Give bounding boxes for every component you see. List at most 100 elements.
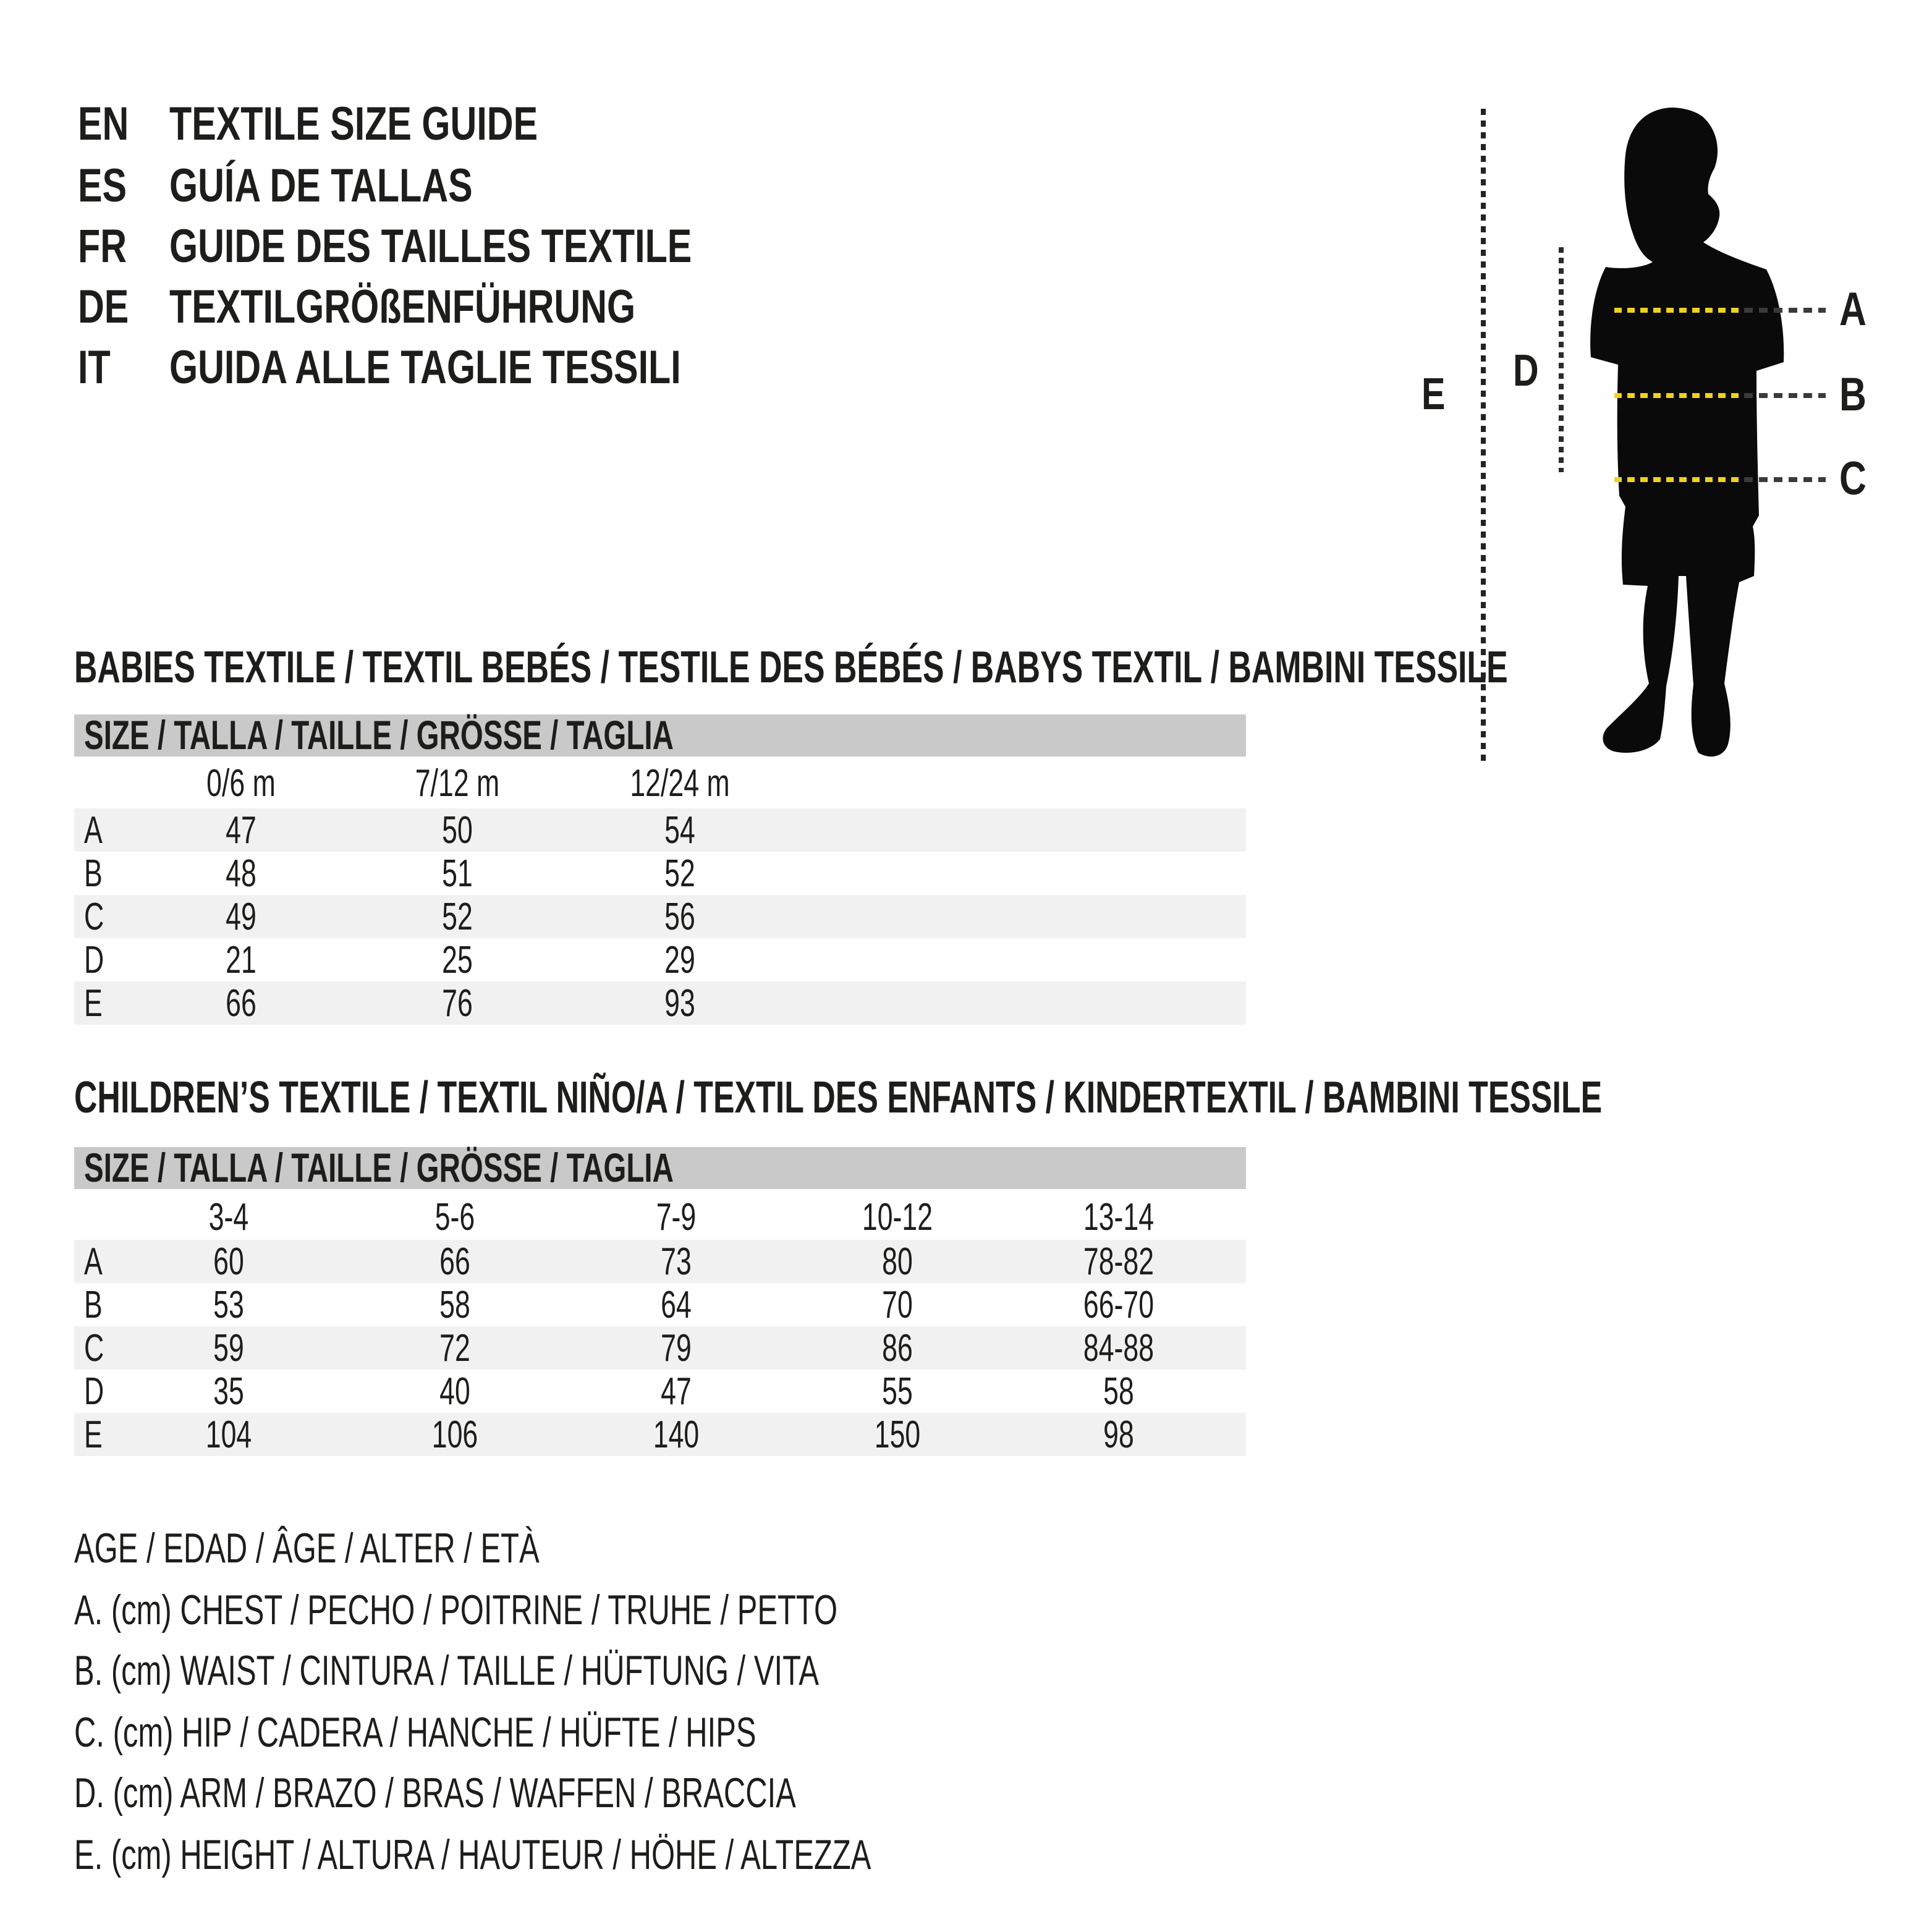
page-title-de: TEXTILGRÖßENFÜHRUNG bbox=[169, 282, 636, 334]
table-row: E 104 106 140 150 98 bbox=[74, 1413, 1246, 1456]
cell: 64 bbox=[661, 1283, 692, 1326]
hip-measure-line-C bbox=[1614, 477, 1742, 482]
cell: 150 bbox=[874, 1413, 921, 1456]
cell: 58 bbox=[439, 1283, 470, 1326]
cell: 35 bbox=[213, 1370, 244, 1413]
cell: 25 bbox=[442, 938, 473, 981]
row-label: A bbox=[84, 1240, 103, 1283]
lang-code-fr: FR bbox=[78, 221, 127, 273]
cell: 66 bbox=[439, 1240, 470, 1283]
child-silhouette bbox=[1590, 108, 1784, 757]
babies-size-header-bar: SIZE / TALLA / TAILLE / GRÖSSE / TAGLIA bbox=[74, 714, 1246, 756]
arm-measure-line-D bbox=[1559, 247, 1564, 472]
row-label: E bbox=[84, 1413, 103, 1456]
lang-code-en: EN bbox=[78, 99, 129, 151]
cell: 52 bbox=[442, 895, 473, 938]
cell: 140 bbox=[653, 1413, 700, 1456]
children-col-2: 7-9 bbox=[656, 1195, 697, 1239]
cell: 72 bbox=[439, 1326, 470, 1370]
cell: 58 bbox=[1103, 1370, 1134, 1413]
cell: 54 bbox=[664, 808, 695, 852]
cell: 76 bbox=[442, 981, 473, 1025]
table-row: A 60 66 73 80 78-82 bbox=[74, 1240, 1246, 1283]
cell: 66 bbox=[226, 981, 256, 1025]
row-label: D bbox=[84, 938, 104, 981]
cell: 47 bbox=[661, 1370, 692, 1413]
children-col-3: 10-12 bbox=[862, 1195, 933, 1239]
legend-arm: D. (cm) ARM / BRAZO / BRAS / WAFFEN / BR… bbox=[74, 1770, 796, 1817]
babies-col-0: 0/6 m bbox=[206, 761, 276, 805]
cell: 55 bbox=[882, 1370, 913, 1413]
children-col-4: 13-14 bbox=[1083, 1195, 1155, 1239]
lang-code-de: DE bbox=[78, 282, 129, 334]
table-row: B 48 51 52 bbox=[74, 852, 1246, 895]
cell: 93 bbox=[664, 981, 695, 1025]
babies-heading: BABIES TEXTILE / TEXTIL BEBÉS / TESTILE … bbox=[74, 642, 1508, 692]
cell: 66-70 bbox=[1083, 1283, 1155, 1326]
table-row: D 35 40 47 55 58 bbox=[74, 1370, 1246, 1413]
chest-leader-line bbox=[1744, 308, 1826, 313]
page-title-en: TEXTILE SIZE GUIDE bbox=[169, 99, 538, 151]
row-label: A bbox=[84, 808, 103, 852]
row-label: C bbox=[84, 1326, 104, 1370]
cell: 106 bbox=[431, 1413, 478, 1456]
cell: 29 bbox=[664, 938, 695, 981]
height-measure-line-E bbox=[1481, 109, 1486, 766]
page-title-fr: GUIDE DES TAILLES TEXTILE bbox=[169, 221, 692, 273]
children-size-header: SIZE / TALLA / TAILLE / GRÖSSE / TAGLIA bbox=[84, 1145, 674, 1190]
cell: 51 bbox=[442, 852, 473, 895]
cell: 47 bbox=[226, 808, 256, 852]
figure-label-B: B bbox=[1839, 370, 1866, 422]
table-row: D 21 25 29 bbox=[74, 938, 1246, 981]
page-title-it: GUIDA ALLE TAGLIE TESSILI bbox=[169, 342, 681, 394]
legend-hip: C. (cm) HIP / CADERA / HANCHE / HÜFTE / … bbox=[74, 1710, 756, 1756]
cell: 52 bbox=[664, 852, 695, 895]
row-label: C bbox=[84, 895, 104, 938]
cell: 48 bbox=[226, 852, 256, 895]
table-row: A 47 50 54 bbox=[74, 808, 1246, 852]
cell: 49 bbox=[226, 895, 256, 938]
figure-label-C: C bbox=[1839, 454, 1866, 506]
children-column-header-row: 3-4 5-6 7-9 10-12 13-14 bbox=[74, 1195, 1246, 1239]
table-row: C 59 72 79 86 84-88 bbox=[74, 1326, 1246, 1370]
cell: 79 bbox=[661, 1326, 692, 1370]
cell: 104 bbox=[205, 1413, 252, 1456]
legend-age: AGE / EDAD / ÂGE / ALTER / ETÀ bbox=[74, 1525, 540, 1572]
legend-waist: B. (cm) WAIST / CINTURA / TAILLE / HÜFTU… bbox=[74, 1648, 820, 1695]
cell: 21 bbox=[226, 938, 256, 981]
cell: 78-82 bbox=[1083, 1240, 1155, 1283]
table-row: B 53 58 64 70 66-70 bbox=[74, 1283, 1246, 1326]
babies-col-2: 12/24 m bbox=[630, 761, 730, 805]
hip-leader-line bbox=[1744, 477, 1826, 482]
cell: 73 bbox=[661, 1240, 692, 1283]
children-size-header-bar: SIZE / TALLA / TAILLE / GRÖSSE / TAGLIA bbox=[74, 1145, 1246, 1190]
row-label: D bbox=[84, 1370, 104, 1413]
cell: 70 bbox=[882, 1283, 913, 1326]
cell: 86 bbox=[882, 1326, 913, 1370]
row-label: E bbox=[84, 981, 103, 1025]
figure-label-E: E bbox=[1421, 368, 1446, 419]
chest-measure-line-A bbox=[1614, 308, 1742, 313]
babies-column-header-row: 0/6 m 7/12 m 12/24 m bbox=[74, 761, 1246, 805]
legend-chest: A. (cm) CHEST / PECHO / POITRINE / TRUHE… bbox=[74, 1587, 838, 1634]
lang-code-it: IT bbox=[78, 342, 111, 394]
children-heading: CHILDREN’S TEXTILE / TEXTIL NIÑO/A / TEX… bbox=[74, 1072, 1603, 1122]
waist-measure-line-B bbox=[1614, 393, 1742, 398]
children-col-0: 3-4 bbox=[208, 1195, 249, 1239]
table-row: E 66 76 93 bbox=[74, 981, 1246, 1025]
row-label: B bbox=[84, 852, 103, 895]
page-title-es: GUÍA DE TALLAS bbox=[169, 161, 473, 213]
cell: 80 bbox=[882, 1240, 913, 1283]
table-row: C 49 52 56 bbox=[74, 895, 1246, 938]
cell: 98 bbox=[1103, 1413, 1134, 1456]
lang-code-es: ES bbox=[78, 161, 127, 213]
children-col-1: 5-6 bbox=[434, 1195, 475, 1239]
cell: 59 bbox=[213, 1326, 244, 1370]
cell: 53 bbox=[213, 1283, 244, 1326]
cell: 56 bbox=[664, 895, 695, 938]
babies-col-1: 7/12 m bbox=[415, 761, 500, 805]
babies-size-header: SIZE / TALLA / TAILLE / GRÖSSE / TAGLIA bbox=[84, 712, 674, 758]
figure-label-D: D bbox=[1513, 345, 1539, 396]
cell: 84-88 bbox=[1083, 1326, 1155, 1370]
